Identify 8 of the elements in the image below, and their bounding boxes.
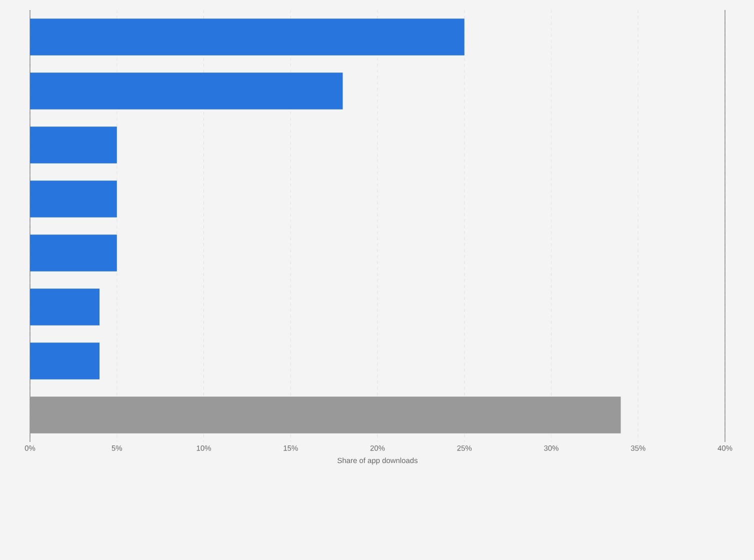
bar (30, 180, 117, 218)
bar (30, 126, 117, 164)
bar (30, 18, 464, 56)
bar (30, 234, 117, 272)
bar (30, 396, 621, 434)
bar (30, 72, 343, 110)
bar (30, 288, 100, 326)
bar (30, 342, 100, 380)
